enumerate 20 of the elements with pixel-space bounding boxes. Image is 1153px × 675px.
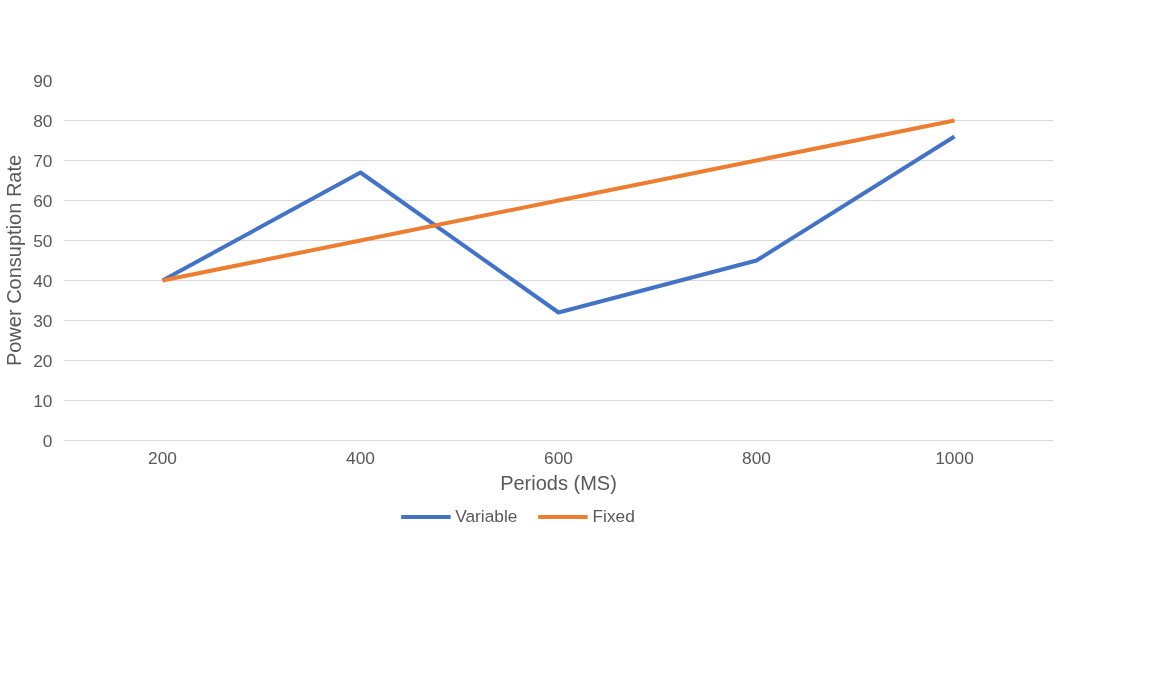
y-axis-title: Power Consuption Rate: [3, 154, 26, 367]
x-tick-label: 1000: [935, 447, 974, 468]
x-tick-label: 800: [742, 447, 771, 468]
line-series: [160, 118, 957, 283]
y-tick-label: 70: [33, 150, 53, 171]
y-tick-label: 20: [33, 350, 53, 371]
y-tick-label: 0: [42, 430, 53, 451]
x-axis-title: Periods (MS): [500, 471, 617, 494]
y-tick-label: 10: [33, 390, 53, 411]
x-tick-label: 600: [544, 447, 573, 468]
y-tick-label: 60: [33, 190, 53, 211]
y-tick-label: 30: [33, 310, 53, 331]
y-tick-label: 90: [33, 70, 53, 91]
y-tick-label: 50: [33, 230, 53, 251]
x-tick-label: 400: [346, 447, 375, 468]
legend-label: Fixed: [592, 505, 635, 527]
x-tick-label: 200: [148, 447, 177, 468]
y-tick-label: 40: [33, 270, 53, 291]
y-tick-label: 80: [33, 110, 53, 131]
legend-label: Variable: [455, 505, 518, 527]
